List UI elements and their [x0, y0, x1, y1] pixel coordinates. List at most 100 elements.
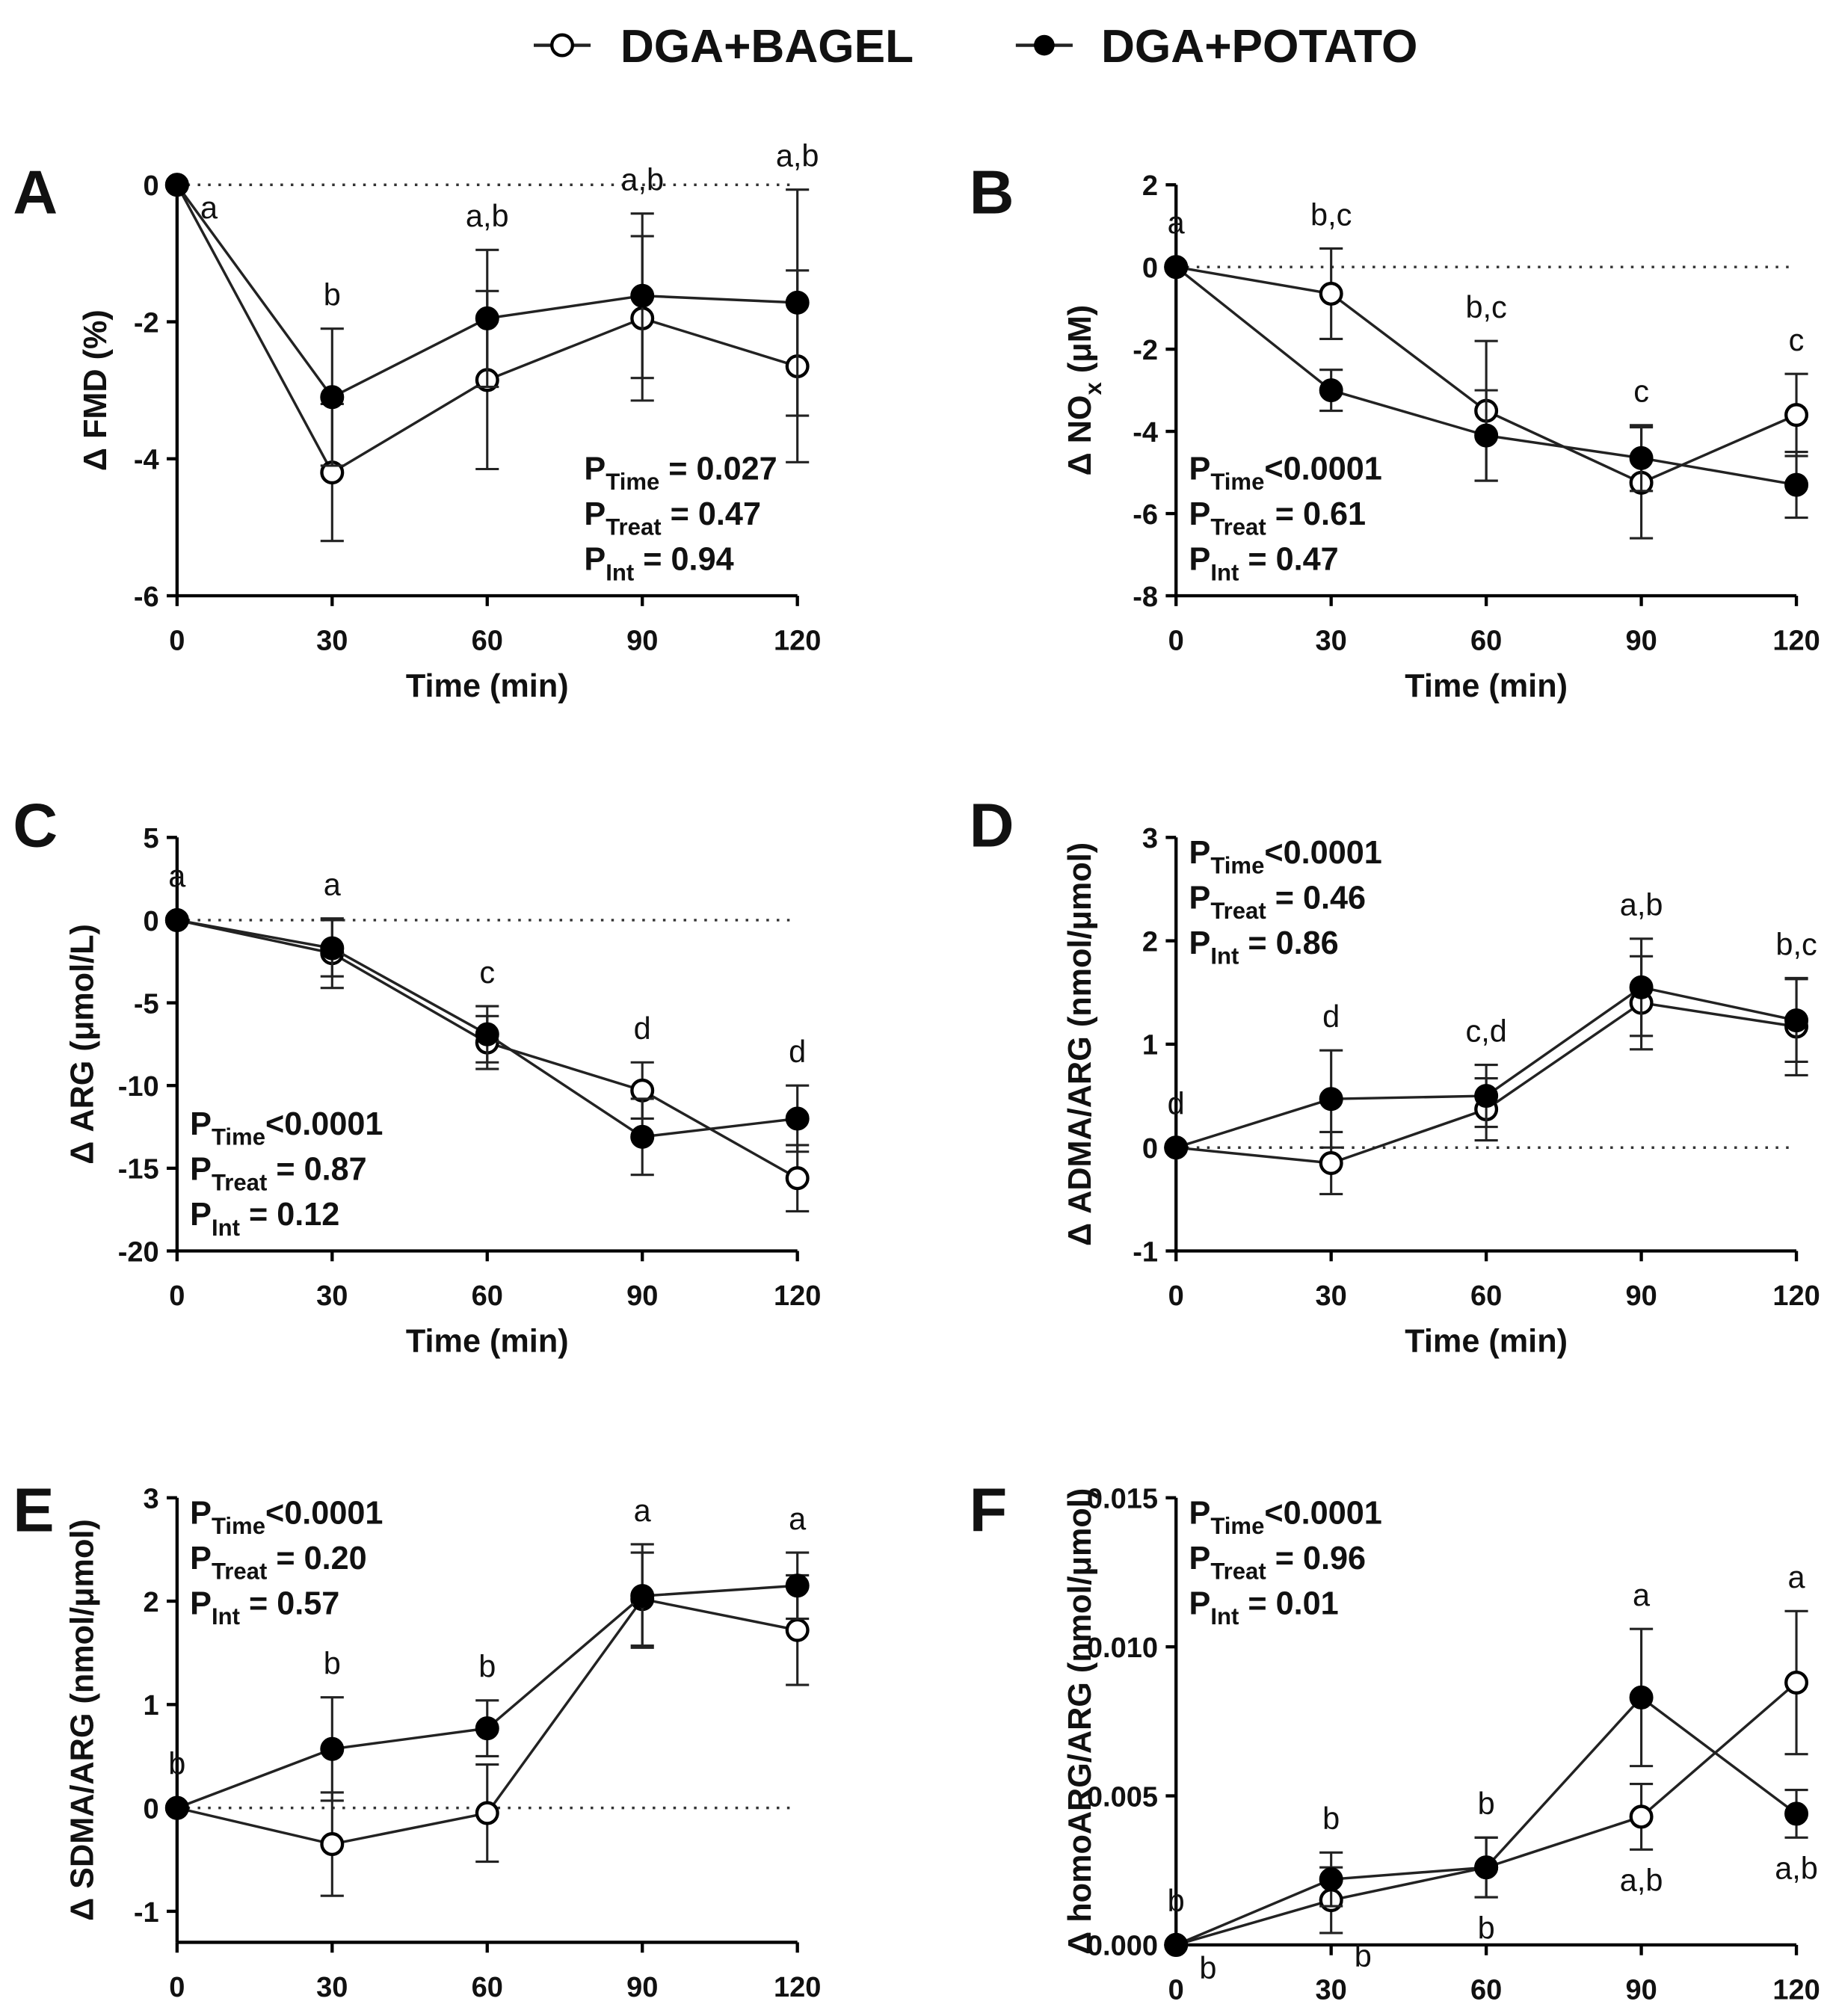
significance-letter: a [324, 867, 342, 902]
data-point [1319, 1087, 1343, 1112]
x-tick-label: 120 [774, 1972, 821, 2003]
data-point [1319, 378, 1343, 403]
p-value-text: <0.0001 [265, 1495, 383, 1531]
y-axis-label: Δ FMD (%) [78, 309, 114, 471]
p-value-treat: PTreat = 0.87 [190, 1151, 367, 1195]
data-point [1784, 472, 1809, 497]
data-point [475, 1716, 499, 1741]
panel-b: B 2 0 -2 -4 -6 -8 0 30 60 90 120 Time (min) Δ NOx (μM… [970, 157, 1820, 704]
data-point [320, 936, 345, 961]
data-point [320, 1736, 345, 1761]
x-tick-label: 0 [169, 626, 185, 657]
data-point [1629, 975, 1654, 999]
significance-letter: a,b [1620, 1863, 1663, 1898]
p-value-text: = 0.46 [1266, 880, 1366, 916]
p-value-subscript: Int [1210, 1603, 1239, 1630]
y-axis-label-subscript: x [1080, 381, 1106, 395]
p-value-treat: PTreat = 0.20 [190, 1541, 367, 1585]
data-point [1784, 1670, 1809, 1695]
p-value-text: = 0.96 [1266, 1541, 1366, 1576]
significance-letter: a,b [1620, 887, 1663, 922]
p-value-subscript: Int [1210, 943, 1239, 970]
p-value-int: PInt = 0.57 [190, 1585, 339, 1630]
data-point [1164, 1932, 1189, 1957]
p-value-treat: PTreat = 0.96 [1189, 1541, 1367, 1585]
series-potato [164, 173, 810, 467]
panel-e: E 3 2 1 0 -1 0 30 60 90 120 Time (min) Δ SDMA/ARG (n… [13, 1476, 821, 2016]
x-axis-label: Time (min) [1405, 668, 1568, 704]
x-tick-label: 120 [1772, 626, 1820, 657]
legend: DGA+BAGEL DGA+POTATO [534, 21, 1417, 73]
panel-letter: F [970, 1476, 1008, 1545]
filled-circle-marker-icon [1034, 34, 1055, 56]
y-tick-label: -5 [134, 988, 159, 1020]
y-axis-label-unit: (μM) [1062, 305, 1098, 382]
x-tick-label: 120 [1772, 1280, 1820, 1312]
data-point [1784, 403, 1809, 428]
series-potato [164, 1543, 810, 1820]
x-axis-label: Time (min) [406, 2015, 569, 2016]
p-value-text: = 0.12 [240, 1197, 339, 1233]
data-point [164, 1795, 189, 1820]
data-point [785, 1166, 810, 1191]
data-point [475, 306, 499, 330]
y-tick-label: -1 [1133, 1236, 1158, 1268]
p-value-time: PTime<0.0001 [1189, 1495, 1382, 1539]
p-value-subscript: Time [212, 1124, 265, 1150]
data-point [630, 1124, 655, 1149]
x-tick-label: 90 [1625, 626, 1657, 657]
y-tick-label: -2 [1133, 335, 1158, 366]
significance-letter: a,b [620, 162, 664, 197]
y-tick-label: 1 [143, 1690, 158, 1721]
y-tick-label: 3 [1142, 823, 1158, 854]
significance-letter: b [324, 277, 341, 312]
y-tick-label: -4 [1133, 417, 1158, 448]
data-point [785, 1573, 810, 1598]
panel-letter: B [970, 157, 1014, 226]
p-value-subscript: Treat [1210, 514, 1266, 540]
p-value-text: <0.0001 [1264, 451, 1381, 487]
y-axis-label: Δ SDMA/ARG (nmol/μmol) [64, 1519, 100, 1921]
significance-letter: b,c [1465, 289, 1506, 324]
data-point [1164, 1135, 1189, 1160]
p-value-time: PTime<0.0001 [1189, 835, 1382, 879]
p-value-text: = 0.86 [1239, 925, 1338, 961]
panel-letter: E [13, 1476, 54, 1545]
significance-letter: b [168, 1746, 185, 1781]
p-value-treat: PTreat = 0.47 [584, 496, 761, 540]
p-value-subscript: Int [212, 1215, 240, 1241]
y-tick-label: 0.010 [1087, 1633, 1158, 1664]
series-potato [1164, 255, 1809, 520]
x-tick-label: 90 [626, 1972, 658, 2003]
open-circle-marker-icon [550, 33, 575, 58]
p-value-text: = 0.94 [634, 541, 733, 577]
x-tick-label: 0 [169, 1972, 185, 2003]
significance-letter: a,b [1775, 1851, 1818, 1886]
data-point [320, 385, 345, 410]
x-tick-label: 30 [316, 626, 348, 657]
y-tick-label: 0 [1142, 1133, 1158, 1165]
significance-letter: a,b [466, 198, 509, 233]
x-tick-label: 0 [1168, 626, 1184, 657]
significance-letter: b [1355, 1938, 1372, 1973]
p-value-text: = 0.47 [1239, 541, 1338, 577]
panel-d: D 3 2 1 0 -1 0 30 60 90 120 Time (min) Δ ADMA/ARG (n… [970, 790, 1820, 1359]
y-tick-label: 2 [143, 1587, 158, 1618]
x-tick-label: 60 [1470, 1975, 1502, 2006]
p-value-text: <0.0001 [265, 1106, 383, 1142]
significance-letter: c [479, 955, 495, 990]
x-tick-label: 120 [1772, 1975, 1820, 2006]
y-tick-label: 5 [143, 823, 158, 854]
legend-item-bagel: DGA+BAGEL [534, 21, 914, 73]
data-point [1629, 1685, 1654, 1710]
y-tick-label: -6 [1133, 499, 1158, 531]
p-value-text: = 0.61 [1266, 496, 1366, 532]
x-tick-label: 90 [626, 626, 658, 657]
x-tick-label: 90 [626, 1280, 658, 1312]
series-line [1175, 1695, 1798, 1946]
significance-letter: d [789, 1034, 806, 1069]
p-value-int: PInt = 0.12 [190, 1197, 339, 1241]
p-value-int: PInt = 0.01 [1189, 1585, 1339, 1630]
p-value-text: = 0.027 [659, 451, 777, 487]
x-tick-label: 30 [1316, 1280, 1347, 1312]
